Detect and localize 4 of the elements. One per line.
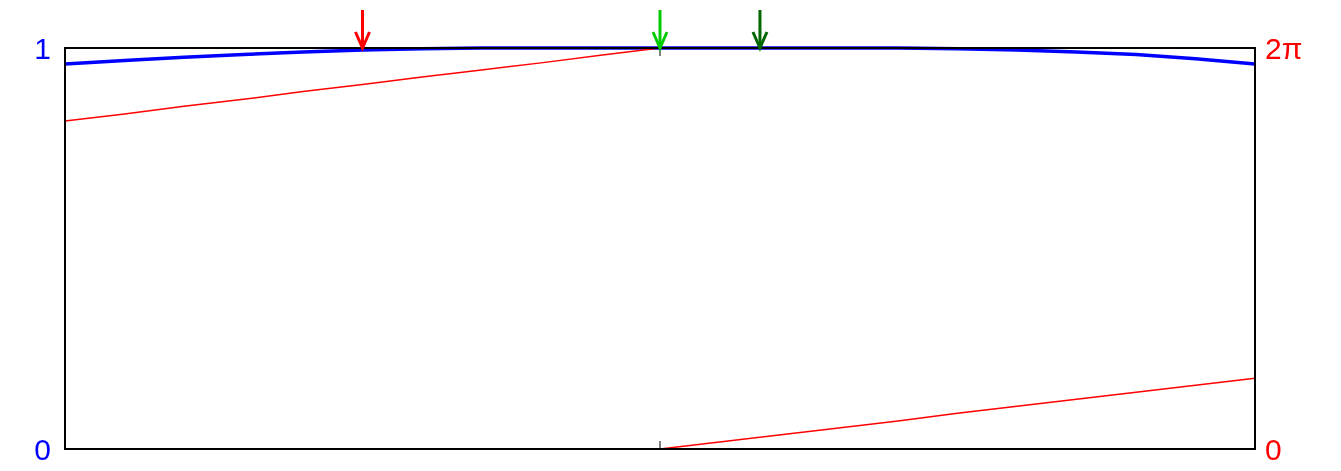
line-series	[63, 46, 1257, 66]
y2-tick-label: 0	[1265, 432, 1282, 466]
y-tick-label: 1	[34, 31, 51, 65]
y2-tick-label: 2π	[1265, 31, 1303, 65]
